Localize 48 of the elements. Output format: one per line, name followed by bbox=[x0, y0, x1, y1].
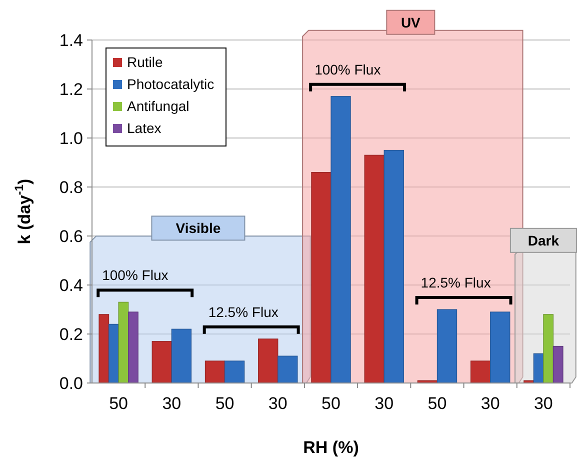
y-tick-label: 1.4 bbox=[59, 30, 83, 50]
annotation: 12.5% Flux bbox=[208, 304, 278, 320]
x-tick-label: 30 bbox=[162, 394, 182, 413]
annotation: Visible bbox=[176, 220, 221, 236]
y-tick-label: 0.6 bbox=[59, 226, 83, 246]
x-tick-label: 30 bbox=[534, 394, 553, 413]
x-tick-label: 50 bbox=[322, 394, 340, 413]
bar bbox=[258, 338, 278, 384]
legend-label: Rutile bbox=[127, 54, 164, 70]
bar bbox=[364, 154, 384, 384]
label-box: UV bbox=[386, 10, 436, 35]
label-box: Visible bbox=[151, 216, 246, 241]
y-tick-label: 0.4 bbox=[59, 276, 83, 295]
bar bbox=[224, 360, 245, 384]
annotation: 12.5% Flux bbox=[420, 274, 491, 290]
y-tick-label: 1.0 bbox=[59, 128, 83, 148]
label-box: Dark bbox=[510, 228, 577, 253]
bar bbox=[490, 312, 510, 384]
bar bbox=[552, 346, 564, 384]
annotation: 100% Flux bbox=[102, 267, 168, 284]
y-tick-label: 0.2 bbox=[59, 324, 83, 344]
legend-label: Photocatalytic bbox=[127, 76, 214, 92]
legend-label: Latex bbox=[127, 120, 162, 136]
x-tick-label: 30 bbox=[480, 394, 500, 413]
bar bbox=[128, 312, 138, 384]
x-axis-title: RH (%) bbox=[303, 438, 359, 457]
bar bbox=[118, 302, 129, 384]
y-tick-label: 0.0 bbox=[59, 374, 83, 393]
y-tick-label: 1.2 bbox=[59, 80, 83, 99]
x-tick-label: 50 bbox=[428, 394, 447, 413]
bar bbox=[311, 172, 332, 384]
bar bbox=[152, 341, 172, 384]
annotation: 100% Flux bbox=[314, 61, 381, 78]
x-tick-label: 30 bbox=[374, 394, 394, 413]
x-tick-label: 50 bbox=[109, 394, 128, 413]
x-tick-label: 50 bbox=[215, 394, 234, 413]
bar bbox=[330, 96, 351, 384]
bar bbox=[436, 309, 458, 384]
bar bbox=[384, 150, 404, 384]
bar bbox=[278, 356, 298, 384]
y-tick-label: 0.8 bbox=[59, 178, 83, 197]
bar bbox=[204, 360, 226, 384]
legend-label: Antifungal bbox=[127, 98, 190, 114]
bar bbox=[171, 328, 192, 384]
bar bbox=[543, 314, 554, 384]
x-tick-label: 30 bbox=[268, 394, 288, 413]
bar bbox=[470, 360, 491, 384]
annotation: Dark bbox=[528, 232, 560, 248]
